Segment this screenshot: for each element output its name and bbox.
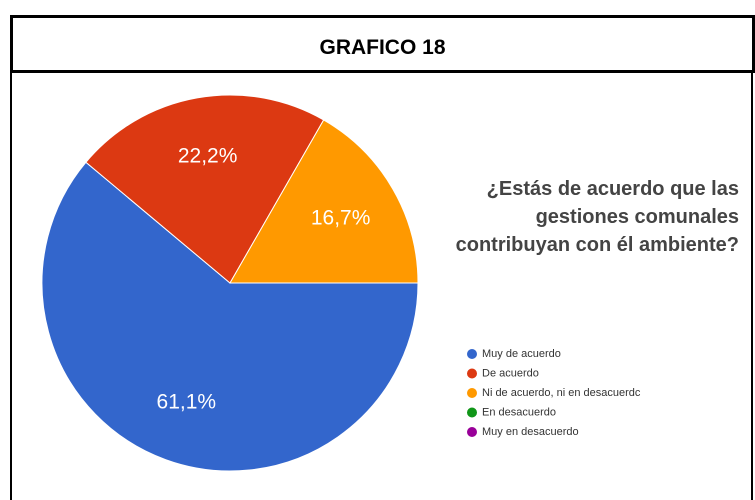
- header-title: GRAFICO 18: [319, 36, 446, 59]
- legend-swatch: [467, 427, 477, 437]
- slice-label: 22,2%: [178, 145, 238, 168]
- legend-swatch: [467, 388, 477, 398]
- header-box: GRAFICO 18: [10, 15, 755, 73]
- legend-label: Ni de acuerdo, ni en desacuerdc: [482, 387, 641, 399]
- legend-swatch: [467, 368, 477, 379]
- legend-swatch: [467, 349, 477, 359]
- legend-label: De acuerdo: [482, 367, 539, 379]
- pie-slice: [85, 94, 325, 284]
- chart-title: ¿Estás de acuerdo que las gestiones comu…: [455, 178, 739, 256]
- legend-label: Muy en desacuerdo: [482, 426, 579, 438]
- body-box: [10, 70, 753, 500]
- slice-label: 16,7%: [311, 207, 371, 230]
- pie-slice: [229, 119, 419, 284]
- legend-swatch: [467, 407, 477, 418]
- legend-label: En desacuerdo: [482, 406, 556, 418]
- pie-slice: [41, 161, 419, 472]
- legend-label: Muy de acuerdo: [482, 348, 561, 360]
- slice-label: 61,1%: [157, 391, 217, 414]
